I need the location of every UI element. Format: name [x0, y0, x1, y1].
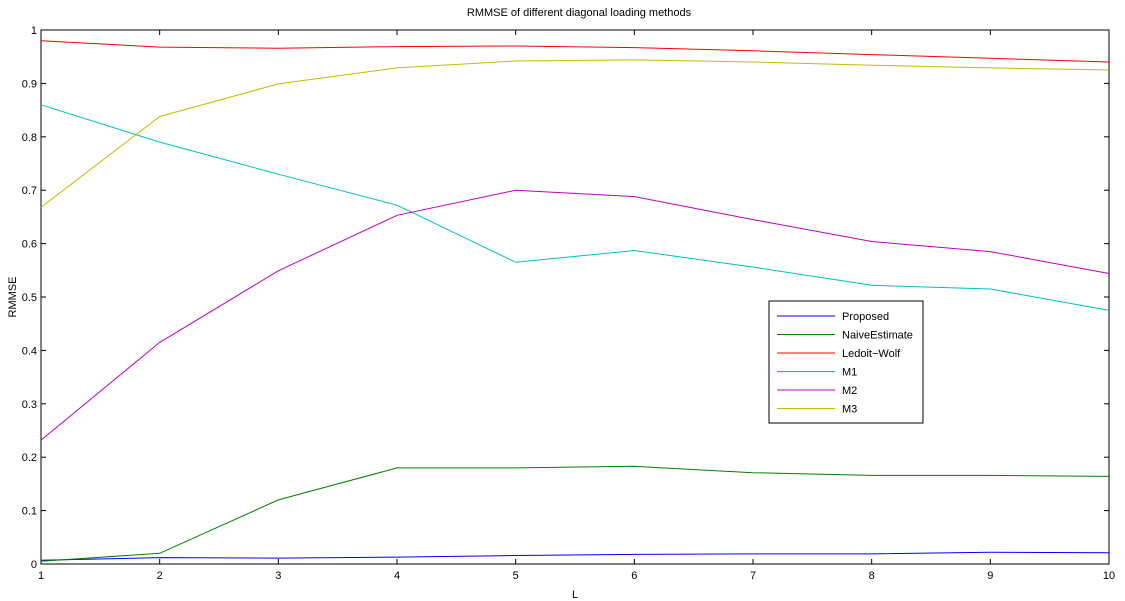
x-axis: 1 2 3 4 5 6 7 8 9 10 — [38, 30, 1115, 582]
x-tick-label: 8 — [869, 570, 875, 582]
series-lines — [40, 40, 1110, 562]
series-line-m1 — [40, 104, 1110, 311]
legend: Proposed NaiveEstimate Ledoit−Wolf M1 M2 M3 — [768, 300, 924, 424]
y-tick-label: 0.5 — [22, 292, 37, 304]
x-tick-label: 5 — [513, 570, 519, 582]
y-tick-label: 0.1 — [22, 506, 37, 518]
legend-box — [768, 300, 924, 424]
x-tick-label: 9 — [987, 570, 993, 582]
x-axis-label: L — [572, 589, 578, 601]
y-tick-label: 1 — [31, 25, 37, 37]
x-tick-label: 7 — [750, 570, 756, 582]
series-line-m2 — [40, 189, 1110, 441]
y-tick-label: 0.8 — [22, 132, 37, 144]
y-tick-label: 0.9 — [22, 78, 37, 90]
y-axis: 0 0.1 0.2 0.3 0.4 0.5 0.6 0.7 0.8 0.9 1 — [22, 25, 1109, 571]
legend-label-naiveestimate: NaiveEstimate — [842, 330, 913, 342]
y-tick-label: 0.4 — [22, 345, 37, 357]
x-tick-label: 4 — [394, 570, 400, 582]
x-tick-label: 6 — [631, 570, 637, 582]
x-tick-label: 1 — [38, 570, 44, 582]
plot-area — [40, 29, 1110, 565]
series-line-m3 — [40, 59, 1110, 208]
legend-label-m1: M1 — [842, 367, 857, 379]
x-tick-label: 3 — [275, 570, 281, 582]
y-tick-label: 0.7 — [22, 185, 37, 197]
x-tick-label: 10 — [1103, 570, 1115, 582]
series-line-ledoit-wolf — [40, 40, 1110, 63]
chart-title: RMMSE of different diagonal loading meth… — [467, 7, 692, 19]
y-tick-label: 0 — [31, 559, 37, 571]
legend-label-m2: M2 — [842, 385, 857, 397]
y-tick-label: 0.6 — [22, 239, 37, 251]
y-tick-label: 0.3 — [22, 399, 37, 411]
y-tick-label: 0.2 — [22, 452, 37, 464]
legend-label-ledoit-wolf: Ledoit−Wolf — [842, 348, 901, 360]
y-axis-label: RMMSE — [7, 277, 19, 318]
series-line-naiveestimate — [40, 465, 1110, 562]
legend-label-proposed: Proposed — [842, 311, 889, 323]
legend-label-m3: M3 — [842, 404, 857, 416]
x-tick-label: 2 — [157, 570, 163, 582]
series-line-proposed — [40, 551, 1110, 561]
